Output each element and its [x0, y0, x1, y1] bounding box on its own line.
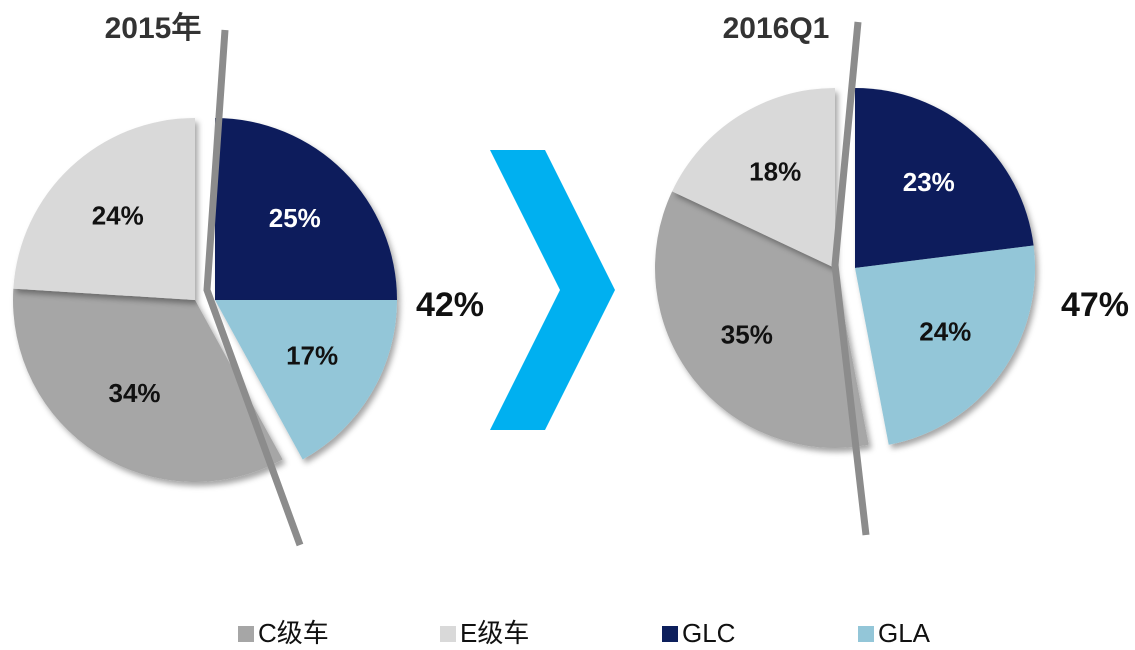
chart-title: 2015年: [105, 12, 202, 45]
pies: 34% 24% 25% 17% 35% 18% 23% 24%: [12, 87, 1035, 483]
data-label: 23%: [903, 167, 955, 197]
divider: [831, 21, 870, 536]
data-label: 35%: [721, 319, 773, 349]
pie-slice: [13, 118, 196, 300]
legend-swatch: [858, 626, 874, 642]
pie-slice: [215, 300, 397, 460]
data-label: 17%: [286, 340, 338, 370]
legend-label: C级车: [258, 618, 329, 648]
divider: [203, 29, 304, 547]
legend-swatch: [440, 626, 456, 642]
legend: C级车 E级车 GLC GLA: [238, 618, 931, 648]
pie-slice: [672, 87, 835, 268]
pie-slice: [12, 288, 283, 483]
data-label: 25%: [269, 203, 321, 233]
data-label: 24%: [919, 316, 971, 346]
pie-slice: [855, 88, 1034, 268]
data-label: 34%: [109, 378, 161, 408]
annotation: 42%: [416, 286, 484, 324]
data-label: 24%: [92, 201, 144, 231]
legend-label: E级车: [460, 618, 529, 648]
arrow: [490, 150, 615, 430]
annotation: 47%: [1061, 286, 1129, 324]
legend-swatch: [238, 626, 254, 642]
pie-slice: [215, 118, 397, 300]
chart-title: 2016Q1: [723, 12, 830, 45]
pie-slice: [654, 191, 869, 449]
data-label: 18%: [749, 157, 801, 187]
legend-swatch: [662, 626, 678, 642]
legend-label: GLA: [878, 618, 931, 648]
pie-slice: [855, 245, 1035, 445]
legend-label: GLC: [682, 618, 735, 648]
